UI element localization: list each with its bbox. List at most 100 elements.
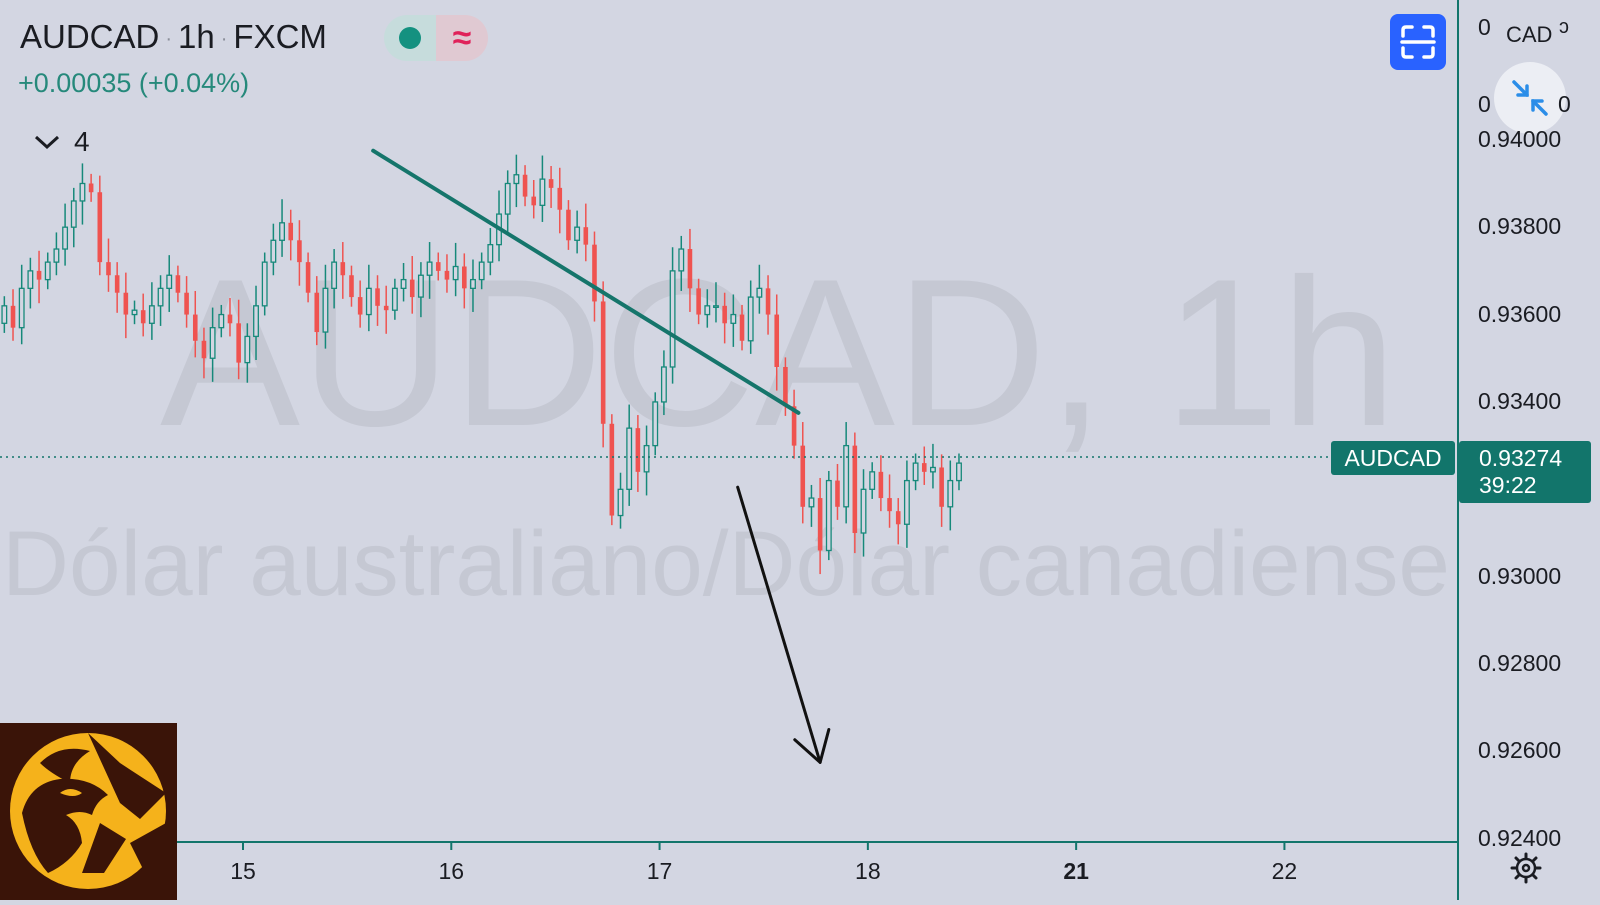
- candle-body[interactable]: [643, 444, 650, 473]
- indicators-toggle[interactable]: 4: [34, 126, 90, 158]
- candle-body[interactable]: [808, 497, 815, 508]
- candle-body[interactable]: [878, 471, 884, 499]
- candle-body[interactable]: [687, 249, 693, 289]
- candle-body[interactable]: [184, 292, 189, 315]
- candle-body[interactable]: [895, 511, 901, 525]
- candle-body[interactable]: [175, 275, 181, 293]
- candle-body[interactable]: [903, 479, 910, 525]
- candle-body[interactable]: [209, 327, 216, 359]
- candle-body[interactable]: [97, 192, 103, 263]
- candle-body[interactable]: [531, 196, 537, 206]
- candle-body[interactable]: [157, 287, 164, 307]
- candle-body[interactable]: [106, 262, 111, 276]
- candle-body[interactable]: [365, 287, 372, 316]
- market-status-dot[interactable]: [384, 15, 436, 61]
- candle-body[interactable]: [852, 445, 858, 534]
- candle-body[interactable]: [947, 479, 954, 508]
- candle-body[interactable]: [713, 305, 719, 308]
- candle-body[interactable]: [817, 498, 823, 551]
- symbol-title[interactable]: AUDCAD · 1h · FXCM: [20, 18, 327, 55]
- candle-body[interactable]: [696, 288, 701, 315]
- candle-body[interactable]: [400, 278, 407, 289]
- candle-body[interactable]: [583, 227, 589, 245]
- gear-icon[interactable]: [1510, 852, 1542, 884]
- candle-body[interactable]: [765, 288, 771, 315]
- candle-body[interactable]: [409, 279, 415, 298]
- candle-body[interactable]: [504, 182, 511, 215]
- candle-body[interactable]: [869, 471, 876, 490]
- candle-body[interactable]: [956, 462, 962, 482]
- candle-body[interactable]: [297, 240, 302, 263]
- approx-icon[interactable]: ≈: [436, 15, 488, 61]
- candle-body[interactable]: [592, 244, 597, 302]
- down-arrow[interactable]: [736, 485, 822, 764]
- candle-body[interactable]: [391, 287, 398, 311]
- candle-body[interactable]: [44, 261, 51, 281]
- candle-body[interactable]: [288, 222, 294, 241]
- candle-body[interactable]: [279, 222, 286, 241]
- candle-body[interactable]: [548, 179, 554, 188]
- candle-body[interactable]: [652, 401, 659, 447]
- candle-body[interactable]: [635, 428, 641, 472]
- candle-body[interactable]: [470, 278, 476, 289]
- candle-body[interactable]: [626, 427, 633, 490]
- candle-body[interactable]: [10, 305, 16, 328]
- candle-body[interactable]: [192, 314, 198, 341]
- candle-body[interactable]: [722, 305, 727, 324]
- status-pill[interactable]: ≈: [384, 15, 488, 61]
- candle-body[interactable]: [357, 297, 363, 315]
- trendline[interactable]: [371, 148, 801, 415]
- candle-body[interactable]: [600, 301, 606, 424]
- candle-body[interactable]: [522, 174, 528, 197]
- candle-body[interactable]: [253, 305, 259, 338]
- candle-body[interactable]: [487, 244, 494, 263]
- candle-body[interactable]: [244, 335, 251, 364]
- candle-body[interactable]: [166, 274, 173, 289]
- candle-body[interactable]: [912, 462, 919, 482]
- candle-body[interactable]: [131, 309, 138, 316]
- candle-body[interactable]: [53, 248, 60, 263]
- symbol-name[interactable]: AUDCAD: [20, 18, 160, 55]
- candle-body[interactable]: [774, 314, 780, 367]
- candle-body[interactable]: [62, 226, 69, 250]
- candle-body[interactable]: [939, 467, 944, 507]
- candle-body[interactable]: [340, 262, 346, 276]
- candle-body[interactable]: [513, 174, 520, 185]
- candle-body[interactable]: [843, 444, 850, 508]
- candle-body[interactable]: [201, 340, 207, 359]
- candle-body[interactable]: [660, 366, 667, 403]
- candle-body[interactable]: [331, 261, 338, 289]
- candle-body[interactable]: [349, 275, 354, 298]
- candle-body[interactable]: [417, 274, 424, 298]
- candle-body[interactable]: [887, 498, 892, 512]
- candle-body[interactable]: [18, 287, 25, 329]
- candle-body[interactable]: [452, 265, 459, 281]
- candle-body[interactable]: [375, 288, 380, 306]
- candle-body[interactable]: [322, 287, 329, 333]
- candle-body[interactable]: [704, 305, 711, 316]
- candle-body[interactable]: [825, 479, 832, 552]
- candle-body[interactable]: [236, 323, 241, 363]
- candle-body[interactable]: [791, 406, 797, 446]
- candle-body[interactable]: [478, 261, 485, 281]
- candle-body[interactable]: [88, 183, 94, 193]
- candle-body[interactable]: [218, 313, 225, 329]
- candle-body[interactable]: [383, 305, 389, 311]
- candle-body[interactable]: [539, 178, 546, 206]
- minimize-button[interactable]: [1494, 62, 1566, 134]
- candle-body[interactable]: [860, 488, 867, 534]
- candle-body[interactable]: [783, 366, 788, 407]
- candle-body[interactable]: [835, 480, 840, 507]
- candle-body[interactable]: [305, 262, 311, 293]
- candle-body[interactable]: [261, 261, 268, 307]
- candle-body[interactable]: [557, 187, 563, 210]
- candle-body[interactable]: [730, 313, 737, 324]
- candle-body[interactable]: [123, 292, 129, 315]
- candle-body[interactable]: [27, 270, 34, 289]
- interval[interactable]: 1h: [178, 18, 215, 55]
- candle-body[interactable]: [148, 305, 155, 324]
- candle-body[interactable]: [669, 270, 676, 368]
- candle-body[interactable]: [929, 466, 936, 473]
- candle-body[interactable]: [270, 239, 277, 263]
